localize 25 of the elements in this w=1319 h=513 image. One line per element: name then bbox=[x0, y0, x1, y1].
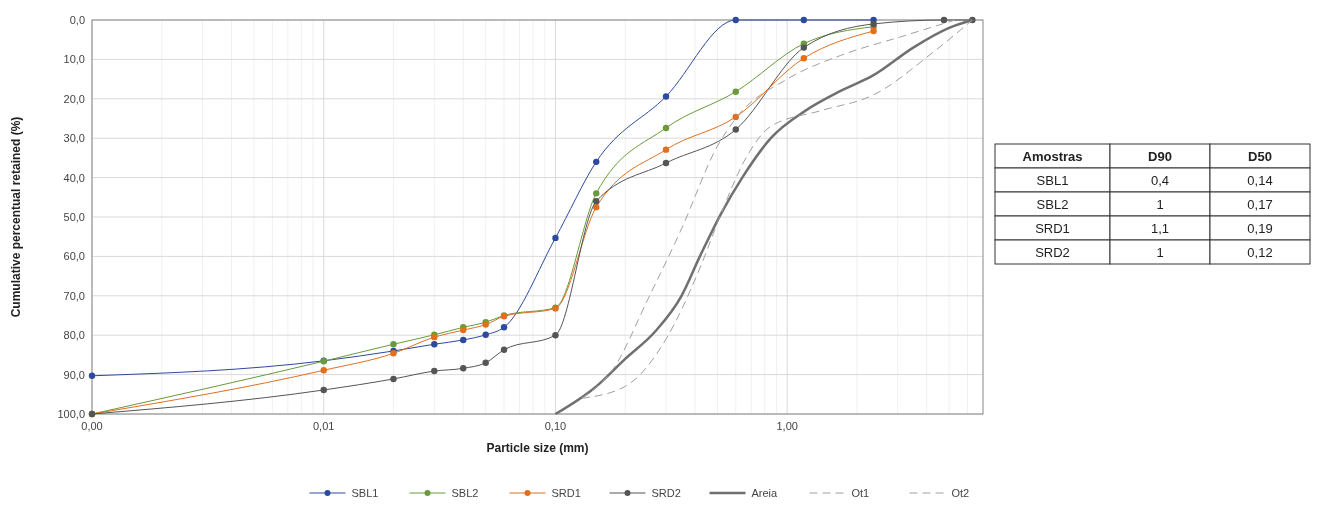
y-tick-label: 0,0 bbox=[69, 14, 85, 26]
x-tick-label: 0,00 bbox=[81, 420, 103, 432]
legend-label: SBL1 bbox=[351, 487, 379, 499]
y-axis-title: Cumulative percentual retained (%) bbox=[9, 116, 23, 318]
y-tick-label: 20,0 bbox=[63, 92, 85, 105]
y-tick-label: 80,0 bbox=[63, 329, 85, 342]
y-tick-label: 70,0 bbox=[63, 289, 85, 302]
y-tick-label: 30,0 bbox=[63, 132, 85, 145]
legend-label: SRD1 bbox=[551, 487, 581, 499]
y-tick-label: 50,0 bbox=[63, 211, 85, 223]
y-tick-label: 60,0 bbox=[63, 250, 85, 263]
x-axis-title: Particle size (mm) bbox=[486, 441, 589, 455]
y-tick-label: 90,0 bbox=[63, 368, 85, 381]
x-tick-label: 0,01 bbox=[313, 420, 335, 432]
y-tick-label: 10,0 bbox=[63, 53, 85, 66]
legend-label: SRD2 bbox=[651, 487, 681, 499]
legend-label: SBL2 bbox=[451, 487, 479, 499]
x-tick-label: 1,00 bbox=[776, 420, 798, 432]
legend-label: Ot1 bbox=[851, 487, 870, 499]
y-tick-label: 100,0 bbox=[57, 408, 85, 420]
y-tick-label: 40,0 bbox=[63, 171, 85, 184]
legend-label: Areia bbox=[751, 487, 779, 499]
x-tick-label: 0,10 bbox=[544, 420, 567, 432]
values-table: Amostras D90 D50 SBL1 0,4 0,14 SBL2 1 0,17 SRD1 1,1 0,19 SRD2 1 0,12 bbox=[994, 143, 1311, 265]
legend-label: Ot2 bbox=[951, 487, 970, 499]
